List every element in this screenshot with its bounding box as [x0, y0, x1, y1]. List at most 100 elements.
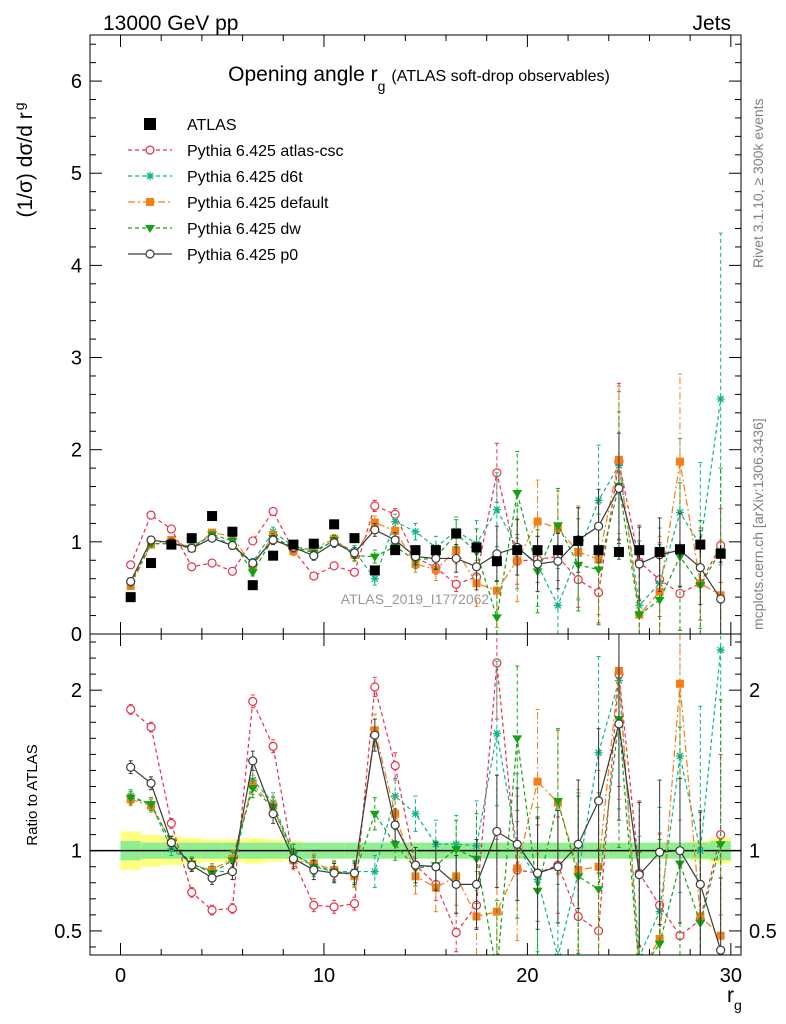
- ratio-frame: [89, 633, 742, 956]
- data-point: [573, 535, 584, 546]
- y-tick-label: 3: [71, 348, 82, 370]
- ratio-point: [431, 862, 441, 872]
- ratio-series-3: [125, 634, 726, 978]
- series-point: [593, 566, 604, 575]
- ratio-point: [634, 970, 644, 978]
- ratio-point: [390, 841, 401, 850]
- ratio-point: [654, 940, 665, 949]
- data-point: [166, 539, 177, 550]
- ratio-point: [410, 860, 421, 870]
- x-tick-label: 10: [313, 965, 335, 987]
- legend-entry-0: Pythia 6.425 atlas-csc: [128, 143, 344, 160]
- ratio-point: [635, 969, 643, 977]
- series-point: [634, 611, 645, 620]
- ratio-plot-area: [90, 634, 741, 978]
- ratio-point: [268, 809, 278, 819]
- data-point: [593, 545, 604, 556]
- series-point: [491, 614, 502, 623]
- data-point: [552, 545, 563, 556]
- ratio-point: [390, 761, 400, 771]
- ratio-point: [227, 866, 238, 877]
- data-point: [349, 533, 360, 544]
- series-point: [553, 556, 563, 566]
- ratio-tick-label-right: 2: [749, 680, 760, 702]
- ratio-point: [227, 903, 238, 914]
- ratio-point: [370, 682, 380, 692]
- series-point: [349, 548, 360, 558]
- series-point: [207, 558, 217, 568]
- chart-title: Opening angle rg (ATLAS soft-drop observa…: [228, 63, 610, 94]
- header-category: Jets: [692, 12, 731, 35]
- legend-entry-4: Pythia 6.425 p0: [128, 247, 298, 264]
- ratio-point: [492, 826, 502, 837]
- series-line: [130, 486, 722, 600]
- data-point: [674, 544, 685, 555]
- legend-entry-1: Pythia 6.425 d6t: [128, 169, 303, 186]
- data-point: [308, 538, 319, 549]
- legend-data-marker: [144, 118, 156, 130]
- legend-label: Pythia 6.425 p0: [187, 247, 298, 264]
- legend: ATLAS Pythia 6.425 atlas-csc Pythia 6.425 …: [128, 117, 344, 264]
- ratio-tick-label-right: 0.5: [749, 921, 777, 943]
- data-point: [613, 546, 624, 557]
- ratio-point: [512, 839, 522, 849]
- y-tick-label: 0: [71, 624, 82, 646]
- xlabel-main: r: [727, 984, 734, 1007]
- main-plot-area: [125, 232, 726, 634]
- data-point: [146, 558, 157, 569]
- series-point: [512, 490, 523, 499]
- series-point: [370, 574, 379, 583]
- series-point: [390, 535, 400, 545]
- series-point: [492, 505, 501, 514]
- series-point: [695, 563, 705, 573]
- data-point: [125, 592, 136, 603]
- ratio-point: [166, 838, 176, 848]
- legend-marker: [146, 198, 154, 206]
- xlabel-sub: g: [734, 997, 742, 1013]
- legend-marker: [145, 225, 155, 233]
- y-tick-label: 6: [71, 71, 82, 93]
- series-point: [369, 553, 380, 562]
- ratio-point: [451, 927, 461, 938]
- data-point: [329, 519, 340, 530]
- ratio-point: [655, 847, 665, 857]
- y-tick-label: 4: [71, 255, 82, 277]
- ratio-point: [349, 868, 360, 878]
- ratio-point: [715, 841, 726, 850]
- ratio-point: [695, 879, 705, 889]
- data-point: [288, 539, 299, 550]
- series-line: [130, 461, 722, 595]
- series-point: [207, 533, 217, 543]
- ratio-point: [248, 756, 258, 766]
- ratio-point: [593, 796, 604, 806]
- series-point: [126, 576, 136, 587]
- series-point: [187, 543, 197, 553]
- legend-label: Pythia 6.425 d6t: [187, 169, 303, 186]
- ratio-point: [391, 792, 400, 801]
- legend-marker: [145, 249, 155, 259]
- series-line: [130, 398, 722, 607]
- mcplots-credit-label: mcplots.cern.ch [arXiv:1306.3436]: [750, 418, 766, 630]
- ratio-point: [634, 870, 644, 880]
- header-process: 13000 GeV pp: [103, 12, 238, 35]
- series-point: [329, 538, 339, 548]
- ratio-point: [492, 970, 502, 978]
- y-tick-label: 5: [71, 163, 82, 185]
- series-point: [268, 535, 278, 545]
- ratio-series-line: [130, 662, 722, 937]
- series-point: [227, 566, 238, 576]
- ylabel-main: (1/σ) dσ/d r: [14, 112, 37, 217]
- ratio-point: [247, 785, 258, 794]
- ratio-point: [370, 730, 380, 740]
- series-point: [451, 553, 461, 564]
- ratio-point: [552, 797, 563, 806]
- ratio-point: [593, 886, 604, 895]
- ratio-point: [451, 879, 461, 889]
- data-point: [247, 580, 258, 591]
- series-point: [391, 517, 400, 526]
- ratio-point: [207, 905, 217, 915]
- series-point: [614, 483, 624, 493]
- data-point: [695, 539, 706, 550]
- ratio-series-4: [126, 634, 726, 955]
- legend-entry-3: Pythia 6.425 dw: [128, 221, 301, 238]
